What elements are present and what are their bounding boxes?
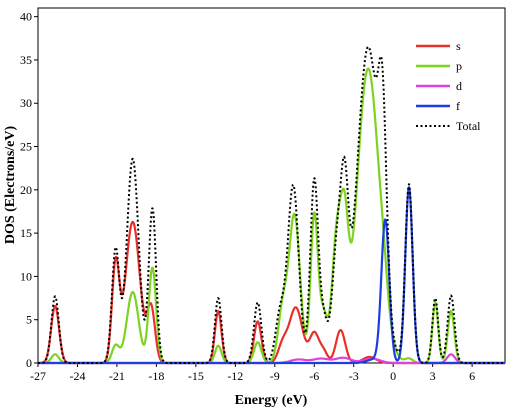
x-tick-label: 0 (390, 369, 396, 383)
y-tick-label: 5 (26, 313, 32, 327)
x-tick-label: -24 (69, 369, 85, 383)
legend-label: d (456, 79, 462, 93)
y-axis-label: DOS (Electrons/eV) (3, 125, 18, 244)
series-line-p (37, 67, 506, 365)
y-axis: 0 5 10 15 20 25 30 35 40 (20, 10, 38, 370)
x-tick-label: -15 (188, 369, 204, 383)
legend-label: f (456, 99, 460, 113)
x-tick-label: -18 (148, 369, 164, 383)
x-tick-label: -21 (109, 369, 125, 383)
y-tick-label: 30 (20, 96, 32, 110)
series-line-f (37, 186, 506, 365)
x-tick-label: -9 (270, 369, 280, 383)
legend-label: p (456, 59, 462, 73)
series-layer (37, 45, 506, 365)
x-tick-label: 3 (430, 369, 436, 383)
y-tick-label: 0 (26, 356, 32, 370)
y-tick-label: 35 (20, 53, 32, 67)
x-axis-label: Energy (eV) (235, 393, 308, 408)
series-line-total (37, 45, 506, 364)
series-line-s (37, 220, 506, 365)
x-axis: -27 -24 -21 -18 -15 -12 -9 -6 -3 0 3 6 (30, 363, 475, 383)
y-tick-label: 25 (20, 140, 32, 154)
x-tick-label: -3 (349, 369, 359, 383)
x-tick-label: -27 (30, 369, 46, 383)
y-tick-label: 15 (20, 226, 32, 240)
legend-label: Total (456, 119, 481, 133)
x-tick-label: 6 (469, 369, 475, 383)
x-tick-label: -12 (227, 369, 243, 383)
legend-label: s (456, 39, 461, 53)
x-tick-label: -6 (309, 369, 319, 383)
y-tick-label: 20 (20, 183, 32, 197)
y-tick-label: 10 (20, 269, 32, 283)
y-tick-label: 40 (20, 10, 32, 24)
plot-frame (37, 7, 506, 364)
